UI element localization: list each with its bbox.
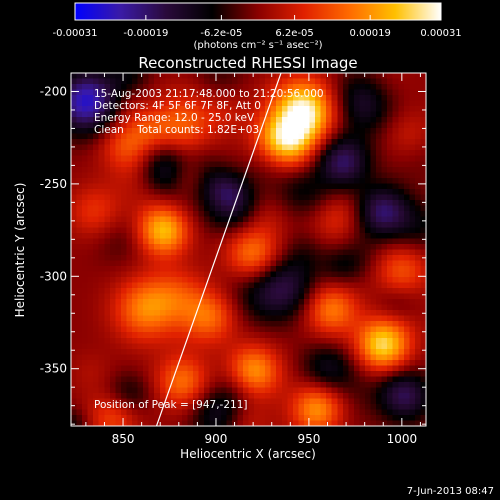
- annotation-detectors: Detectors: 4F 5F 6F 7F 8F, Att 0: [94, 100, 261, 112]
- annotation-time: 15-Aug-2003 21:17:48.000 to 21:20:56.000: [94, 88, 324, 100]
- x-tick-label: 1000: [387, 432, 418, 446]
- x-axis-label: Heliocentric X (arcsec): [180, 447, 316, 461]
- annotation-energy: Energy Range: 12.0 - 25.0 keV: [94, 112, 255, 124]
- y-axis-label: Heliocentric Y (arcsec): [13, 183, 27, 318]
- heatmap-image: [71, 73, 426, 426]
- annotation-method: Clean Total counts: 1.82E+03: [94, 124, 259, 136]
- y-tick-label: -250: [40, 177, 67, 191]
- colorbar-tick-label: -0.00031: [53, 28, 98, 39]
- y-tick-label: -200: [40, 84, 67, 98]
- colorbar-tick-label: 6.2e-05: [275, 28, 313, 39]
- annotation-peak: Position of Peak = [947,-211]: [94, 399, 248, 411]
- footer-timestamp: 7-Jun-2013 08:47: [407, 486, 494, 497]
- x-tick-label: 900: [205, 432, 228, 446]
- colorbar-tick-label: 0.00019: [349, 28, 390, 39]
- y-tick-label: -350: [40, 362, 67, 376]
- x-tick-label: 850: [112, 432, 135, 446]
- colorbar-ticks: -0.00031 -0.00019 -6.2e-05 6.2e-05 0.00019 0.…: [53, 15, 462, 39]
- colorbar-tick-label: -6.2e-05: [200, 28, 242, 39]
- plot-frame: [70, 72, 427, 427]
- chart-title: Reconstructed RHESSI Image: [138, 54, 357, 72]
- axis-ticks: 850 900 950 1000 -200 -250 -300 -350: [40, 72, 426, 446]
- y-tick-label: -300: [40, 269, 67, 283]
- colorbar-unit-label: (photons cm⁻² s⁻¹ asec⁻²): [193, 40, 322, 51]
- colorbar-tick-label: -0.00019: [123, 28, 168, 39]
- colorbar-tick-label: 0.00031: [420, 28, 461, 39]
- x-tick-label: 950: [297, 432, 320, 446]
- colorbar: [74, 2, 442, 21]
- solar-limb-line: [155, 73, 282, 426]
